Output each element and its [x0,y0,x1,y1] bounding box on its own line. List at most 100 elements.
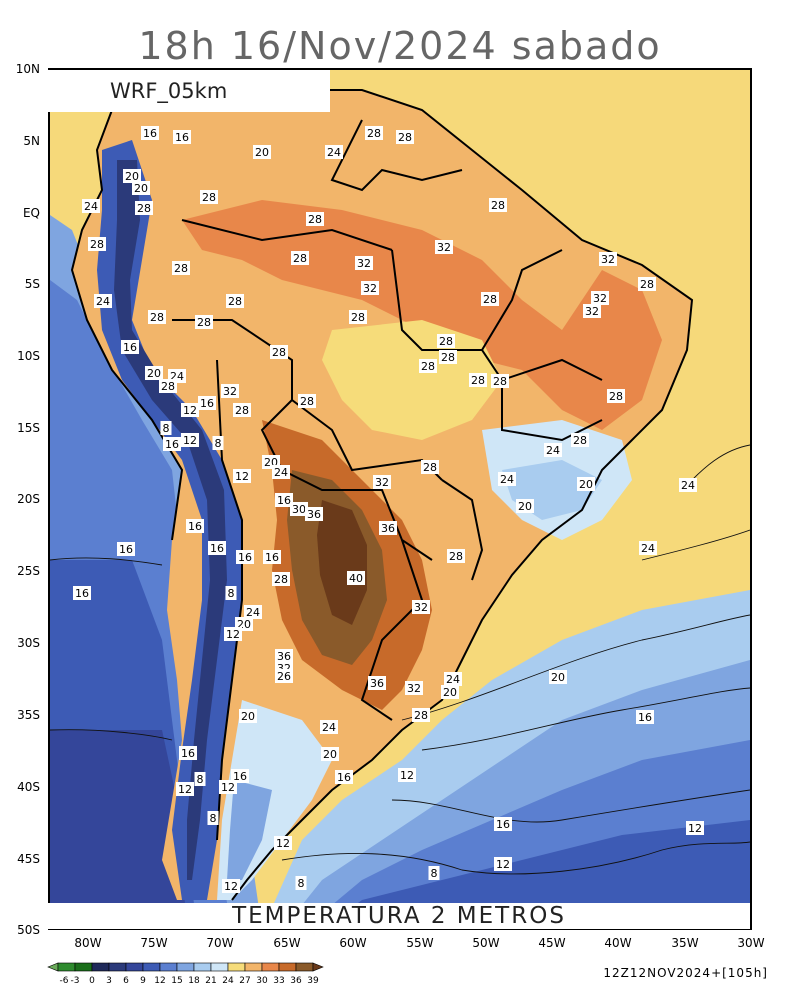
contour-label: 28 [607,389,625,403]
legend-swatch [210,962,229,972]
svg-text:16: 16 [175,131,189,144]
contour-label: 24 [325,145,343,159]
contour-label: 28 [272,572,290,586]
contour-label: 28 [349,310,367,324]
legend-swatch [261,962,280,972]
svg-text:20: 20 [255,146,269,159]
contour-label: 20 [239,709,257,723]
contour-label: 8 [428,866,440,880]
svg-text:16: 16 [143,127,157,140]
legend-tick-label: -3 [71,976,80,986]
svg-text:32: 32 [601,253,615,266]
contour-label: 20 [123,169,141,183]
svg-text:20: 20 [134,182,148,195]
contour-label: 28 [88,237,106,251]
svg-text:32: 32 [363,282,377,295]
contour-label: 16 [163,437,181,451]
contour-label: 28 [412,708,430,722]
svg-text:28: 28 [272,346,286,359]
contour-label: 8 [212,436,224,450]
contour-label: 8 [295,876,307,890]
contour-label: 24 [679,478,697,492]
contour-label: 8 [160,421,172,435]
lon-label: 75W [140,936,168,950]
contour-label: 24 [244,605,262,619]
lat-label: 40S [17,780,40,794]
contour-label: 32 [412,600,430,614]
contour-label: 12 [219,780,237,794]
contour-label: 16 [121,340,139,354]
contour-label: 28 [489,198,507,212]
svg-text:28: 28 [161,380,175,393]
svg-text:20: 20 [323,748,337,761]
contour-label: 8 [194,772,206,786]
svg-text:24: 24 [327,146,341,159]
svg-text:24: 24 [546,444,560,457]
contour-label: 16 [263,550,281,564]
contour-label: 20 [253,145,271,159]
svg-text:24: 24 [681,479,695,492]
svg-text:12: 12 [235,470,249,483]
svg-text:20: 20 [443,686,457,699]
svg-text:20: 20 [579,478,593,491]
svg-text:24: 24 [84,200,98,213]
pacific-south-zone [50,730,187,928]
contour-label: 12 [274,836,292,850]
isotherm-contours [50,444,750,875]
contour-label: 16 [208,541,226,555]
svg-text:32: 32 [585,305,599,318]
svg-text:16: 16 [277,494,291,507]
svg-text:28: 28 [493,375,507,388]
svg-text:12: 12 [183,404,197,417]
svg-text:12: 12 [276,837,290,850]
contour-label: 12 [224,627,242,641]
legend-tick-label: -6 [60,976,69,986]
svg-text:24: 24 [246,606,260,619]
contour-label: 24 [639,541,657,555]
svg-text:12: 12 [183,434,197,447]
contour-label: 32 [583,304,601,318]
svg-text:30: 30 [292,503,306,516]
contour-label: 28 [226,294,244,308]
contour-label: 16 [117,542,135,556]
svg-text:28: 28 [423,461,437,474]
contour-label: 12 [181,403,199,417]
contour-label: 32 [405,681,423,695]
svg-text:12: 12 [178,783,192,796]
lat-label: 45S [17,852,40,866]
contour-label: 28 [135,201,153,215]
lon-label: 80W [74,936,102,950]
map-title: 18h 16/Nov/2024 sabado [138,24,662,68]
svg-text:28: 28 [293,252,307,265]
contour-label: 28 [291,251,309,265]
contour-label: 20 [577,477,595,491]
legend-tick-label: 3 [106,976,112,986]
legend-tick-label: 24 [222,976,234,986]
contour-label: 20 [145,366,163,380]
legend-tick-label: 12 [154,976,165,986]
svg-text:16: 16 [119,543,133,556]
contour-label: 28 [396,130,414,144]
svg-text:16: 16 [337,771,351,784]
svg-text:20: 20 [518,500,532,513]
contour-label: 12 [181,433,199,447]
color-scale-legend: -6 -3 0 3 6 9 12 15 18 21 24 27 30 33 36 39 [46,962,356,990]
contour-label: 36 [305,507,323,521]
contour-label: 16 [179,746,197,760]
contour-label: 28 [469,373,487,387]
contour-label: 16 [73,586,91,600]
svg-text:8: 8 [210,812,217,825]
svg-text:16: 16 [75,587,89,600]
svg-text:28: 28 [609,390,623,403]
legend-swatch [159,962,178,972]
contour-label: 16 [173,130,191,144]
legend-tick-label: 9 [140,976,146,986]
legend-tick-label: 39 [307,976,319,986]
contour-label: 28 [481,292,499,306]
svg-text:16: 16 [188,520,202,533]
svg-text:12: 12 [496,858,510,871]
contour-label: 28 [306,212,324,226]
legend-bar: -6 -3 0 3 6 9 12 15 18 21 24 27 30 33 36 39 [47,962,324,986]
